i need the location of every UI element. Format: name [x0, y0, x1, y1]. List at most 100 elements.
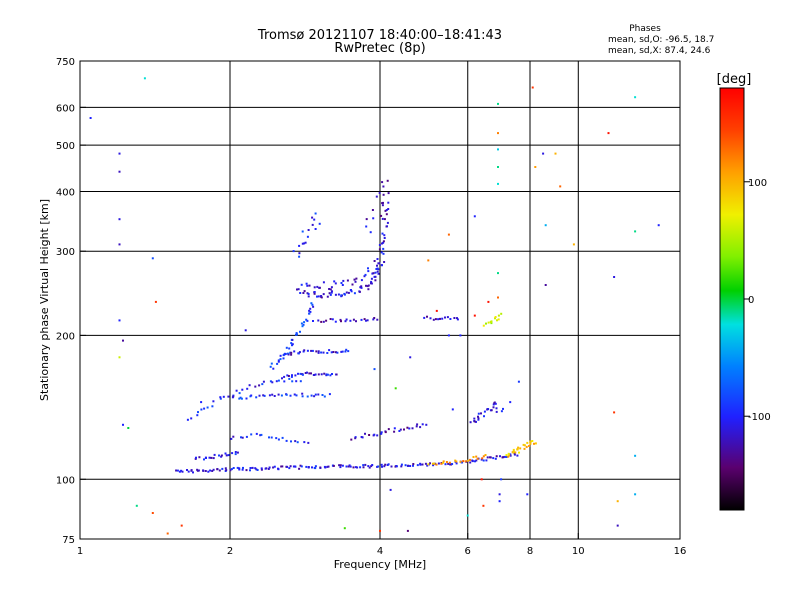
data-point	[434, 318, 437, 321]
data-point	[473, 420, 476, 423]
data-point	[378, 248, 381, 251]
data-point	[307, 229, 310, 231]
data-point	[500, 312, 503, 315]
data-point	[212, 400, 215, 403]
data-point	[299, 464, 302, 467]
data-point	[180, 524, 183, 527]
data-point	[303, 242, 306, 245]
data-point	[367, 284, 370, 287]
data-point	[376, 270, 379, 273]
data-point	[435, 309, 438, 312]
colorbar-ticks: 100 0 -100	[744, 178, 771, 423]
data-point	[200, 401, 203, 404]
data-point	[534, 166, 537, 168]
data-point	[467, 459, 469, 462]
data-point	[326, 352, 329, 354]
data-point	[260, 468, 263, 471]
data-point	[286, 465, 289, 468]
data-point	[313, 374, 316, 376]
data-point	[487, 321, 490, 324]
data-point	[344, 320, 347, 323]
data-point	[202, 469, 205, 472]
data-point	[509, 453, 512, 456]
stats-x-line: mean, sd,X: 87.4, 24.6	[608, 46, 711, 56]
data-point	[373, 433, 376, 436]
data-point	[399, 428, 402, 431]
data-point	[272, 367, 275, 370]
data-point	[175, 469, 178, 472]
data-point	[497, 182, 499, 185]
data-point	[509, 401, 512, 404]
data-point	[297, 372, 299, 375]
data-point	[634, 454, 637, 457]
data-point	[275, 437, 278, 440]
data-point	[483, 415, 485, 418]
data-point	[293, 393, 296, 396]
data-point	[415, 425, 418, 428]
data-point	[426, 464, 429, 467]
data-point	[426, 315, 428, 318]
data-point	[256, 469, 259, 471]
data-point	[289, 465, 292, 468]
data-point	[342, 279, 345, 282]
data-point	[255, 432, 258, 435]
data-point	[572, 243, 575, 246]
data-point	[281, 465, 284, 468]
data-point	[482, 324, 485, 327]
data-point	[322, 351, 325, 354]
data-point	[240, 436, 242, 439]
data-point	[328, 288, 331, 290]
data-point	[380, 463, 383, 466]
data-point	[523, 447, 526, 450]
data-point	[368, 434, 371, 436]
data-point	[219, 396, 222, 399]
data-point	[294, 440, 297, 443]
data-point	[373, 317, 376, 319]
data-point	[481, 457, 484, 460]
data-point	[328, 292, 331, 295]
data-point	[207, 470, 210, 473]
data-point	[326, 295, 329, 298]
data-point	[386, 179, 389, 182]
data-point	[423, 316, 426, 319]
data-point	[367, 288, 370, 291]
data-point	[489, 456, 492, 459]
data-point	[269, 380, 272, 383]
data-point	[328, 349, 331, 352]
data-point	[248, 384, 251, 387]
data-point	[495, 407, 498, 410]
data-point	[235, 389, 238, 392]
data-point	[317, 350, 320, 353]
data-point	[514, 451, 517, 454]
data-point	[122, 423, 124, 426]
data-point	[332, 351, 335, 353]
data-point	[218, 454, 220, 457]
data-point	[287, 353, 290, 356]
data-point	[333, 280, 336, 283]
data-point	[376, 264, 378, 267]
data-point	[367, 270, 370, 273]
data-point	[364, 463, 367, 466]
colorbar-label: [deg]	[717, 72, 752, 87]
data-point	[296, 333, 298, 336]
data-point	[305, 318, 308, 321]
stats-o-line: mean, sd,O: -96.5, 18.7	[608, 35, 714, 45]
data-point	[444, 316, 446, 319]
data-point	[477, 417, 480, 420]
data-point	[341, 464, 344, 467]
data-point	[313, 395, 316, 398]
data-point	[277, 393, 280, 396]
data-point	[276, 362, 279, 365]
data-point	[339, 466, 342, 469]
data-point	[354, 436, 357, 439]
data-point	[375, 195, 378, 198]
y-tick-label: 750	[56, 57, 75, 68]
data-point	[477, 418, 480, 421]
data-point	[378, 244, 381, 246]
data-point	[190, 469, 193, 472]
data-point	[387, 428, 390, 431]
data-point	[285, 393, 288, 396]
data-point	[135, 504, 138, 507]
data-point	[381, 465, 383, 468]
data-point	[259, 434, 262, 437]
